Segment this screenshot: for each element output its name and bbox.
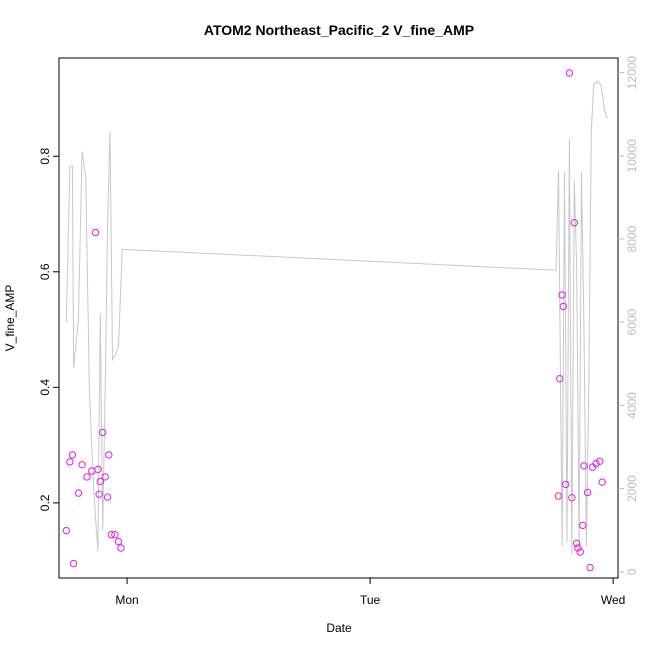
x-axis-label: Date: [326, 621, 352, 635]
y-axis-label: V_fine_AMP: [3, 285, 17, 352]
x-tick-label: Wed: [601, 593, 625, 607]
data-point: [586, 563, 594, 572]
data-point: [114, 537, 123, 546]
plot-area: Mon Tue Wed 0.2 0.4 0.6 0.8 0 2000 4000 6000 8000 10…: [38, 56, 639, 607]
plot-frame: [58, 57, 619, 579]
y-tick-label: 0.4: [38, 379, 52, 396]
y2-tick-label: 2000: [625, 475, 639, 502]
data-point: [570, 219, 578, 227]
data-point: [68, 451, 77, 459]
data-point: [62, 526, 71, 535]
data-point: [554, 492, 563, 500]
y2-tick-label: 4000: [625, 392, 639, 419]
data-point: [96, 477, 105, 486]
y-tick-label: 0.8: [38, 148, 52, 165]
data-point: [83, 473, 91, 481]
data-point: [78, 461, 86, 469]
data-point: [583, 488, 592, 497]
data-point: [105, 451, 113, 459]
data-point: [111, 531, 119, 539]
data-point: [91, 228, 100, 237]
data-point: [598, 478, 606, 486]
data-point: [69, 559, 78, 568]
data-point: [562, 480, 570, 489]
data-point: [559, 302, 567, 311]
x-tick-label: Mon: [115, 593, 138, 607]
data-point: [107, 531, 116, 539]
data-point: [103, 493, 112, 501]
data-point: [558, 291, 566, 299]
y-tick-label: 0.6: [38, 263, 52, 280]
y-tick-label: 0.2: [38, 494, 52, 511]
y2-tick-label: 10000: [625, 139, 639, 173]
y2-tick-label: 6000: [625, 308, 639, 335]
data-point: [74, 489, 83, 497]
data-point: [117, 544, 125, 552]
chart-title: ATOM2 Northeast_Pacific_2 V_fine_AMP: [204, 22, 474, 38]
data-point: [592, 459, 600, 468]
data-point: [99, 428, 107, 437]
data-point: [579, 521, 587, 530]
data-point: [94, 465, 102, 474]
data-point: [573, 539, 581, 547]
data-point: [565, 69, 574, 77]
data-point: [576, 548, 584, 556]
data-point: [95, 490, 103, 498]
y2-tick-label: 8000: [625, 225, 639, 252]
series-line: [65, 80, 608, 556]
x-tick-label: Tue: [360, 593, 381, 607]
data-point: [580, 462, 588, 470]
data-point: [66, 458, 74, 466]
data-point: [574, 544, 582, 552]
data-point: [101, 473, 109, 481]
y2-tick-label: 0: [625, 568, 639, 575]
y2-tick-label: 12000: [625, 56, 639, 90]
data-point: [568, 494, 576, 502]
data-point: [556, 375, 564, 383]
data-point: [596, 457, 604, 465]
